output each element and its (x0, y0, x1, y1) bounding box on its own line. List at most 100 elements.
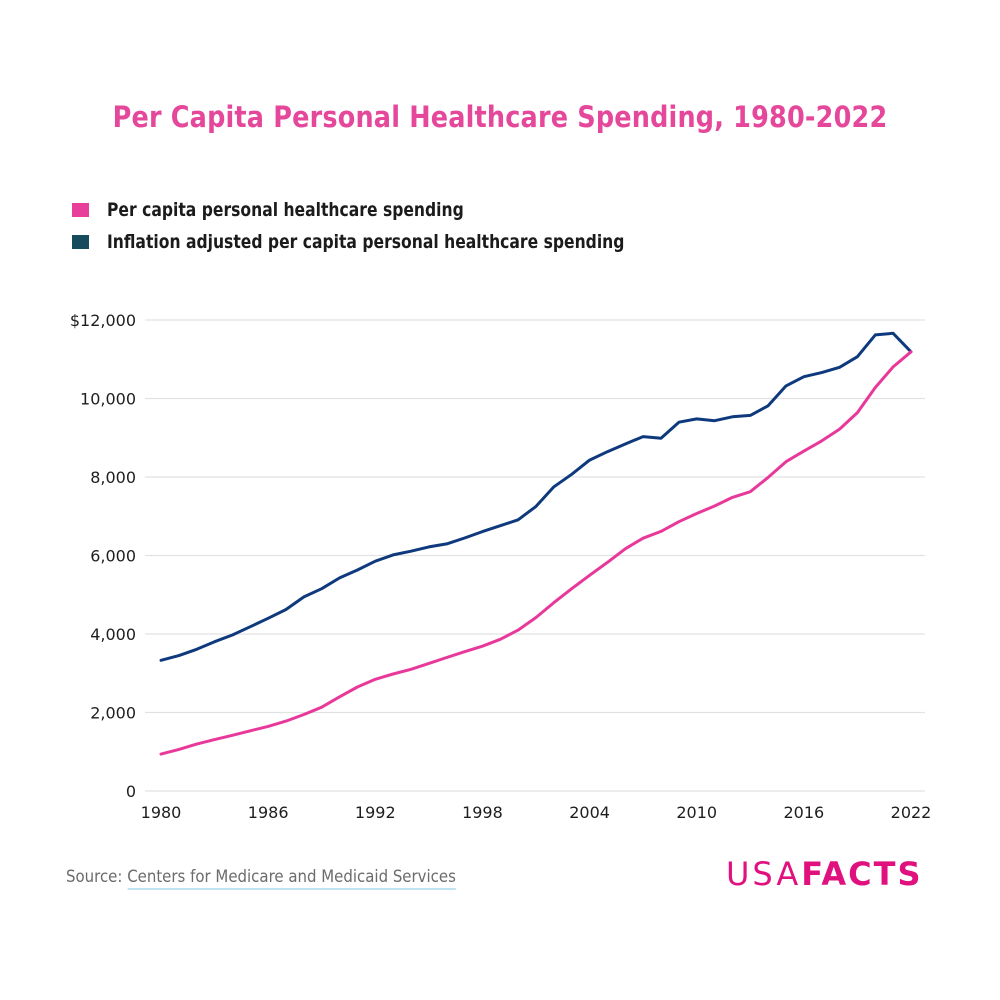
data-point-2009[interactable] (677, 421, 680, 424)
data-point-1988[interactable] (302, 713, 305, 716)
data-point-1986[interactable] (267, 725, 270, 728)
data-point-2004[interactable] (588, 459, 591, 462)
data-point-2004[interactable] (588, 574, 591, 577)
data-point-1994[interactable] (410, 550, 413, 553)
data-point-1989[interactable] (320, 587, 323, 590)
data-point-1994[interactable] (410, 668, 413, 671)
legend-item-nominal[interactable]: Per capita personal healthcare spending (72, 194, 738, 226)
data-point-2008[interactable] (660, 437, 663, 440)
data-point-1991[interactable] (356, 569, 359, 572)
legend-item-inflation-adjusted[interactable]: Inflation adjusted per capita personal h… (72, 226, 738, 258)
data-point-1985[interactable] (249, 729, 252, 732)
data-point-2018[interactable] (838, 428, 841, 431)
x-tick-label: 2004 (569, 803, 610, 822)
data-point-2015[interactable] (785, 384, 788, 387)
data-point-1982[interactable] (195, 743, 198, 746)
data-point-1996[interactable] (445, 656, 448, 659)
data-point-2010[interactable] (695, 512, 698, 515)
data-point-1998[interactable] (481, 645, 484, 648)
data-point-2018[interactable] (838, 366, 841, 369)
data-point-1995[interactable] (427, 545, 430, 548)
data-point-1999[interactable] (499, 638, 502, 641)
source-link[interactable]: Centers for Medicare and Medicaid Servic… (127, 867, 456, 890)
data-point-2003[interactable] (570, 587, 573, 590)
data-point-2000[interactable] (517, 518, 520, 521)
data-point-2011[interactable] (713, 419, 716, 422)
data-point-1991[interactable] (356, 685, 359, 688)
series-lines (159, 331, 913, 756)
data-point-2013[interactable] (749, 414, 752, 417)
data-point-1992[interactable] (374, 560, 377, 563)
data-point-1997[interactable] (463, 650, 466, 653)
data-point-2020[interactable] (874, 333, 877, 336)
data-point-1982[interactable] (195, 648, 198, 651)
data-point-2002[interactable] (552, 485, 555, 488)
data-point-2014[interactable] (767, 404, 770, 407)
data-point-2019[interactable] (856, 355, 859, 358)
data-point-1997[interactable] (463, 537, 466, 540)
data-point-1992[interactable] (374, 678, 377, 681)
data-point-1981[interactable] (177, 748, 180, 751)
data-point-2022[interactable] (910, 350, 913, 353)
legend-swatch-nominal (72, 203, 89, 217)
data-point-2021[interactable] (892, 365, 895, 368)
data-point-2005[interactable] (606, 561, 609, 564)
logo-facts: FACTS (801, 855, 923, 893)
data-point-1981[interactable] (177, 654, 180, 657)
data-point-1989[interactable] (320, 706, 323, 709)
data-point-2001[interactable] (535, 505, 538, 508)
data-point-2003[interactable] (570, 473, 573, 476)
data-point-2001[interactable] (535, 616, 538, 619)
data-point-2012[interactable] (731, 496, 734, 499)
data-point-1987[interactable] (285, 720, 288, 723)
data-point-1985[interactable] (249, 625, 252, 628)
data-point-1983[interactable] (213, 738, 216, 741)
data-point-2020[interactable] (874, 386, 877, 389)
data-point-1993[interactable] (392, 553, 395, 556)
data-point-1980[interactable] (160, 753, 163, 756)
data-point-2010[interactable] (695, 417, 698, 420)
data-point-1990[interactable] (338, 576, 341, 579)
data-point-2005[interactable] (606, 450, 609, 453)
data-point-1988[interactable] (302, 595, 305, 598)
data-point-2017[interactable] (820, 439, 823, 442)
data-point-2011[interactable] (713, 505, 716, 508)
data-point-2014[interactable] (767, 476, 770, 479)
data-point-1990[interactable] (338, 695, 341, 698)
data-point-2006[interactable] (624, 443, 627, 446)
data-point-2015[interactable] (785, 460, 788, 463)
series-line-inflation-adjusted[interactable] (159, 331, 913, 662)
data-point-2016[interactable] (802, 450, 805, 453)
data-point-1995[interactable] (427, 662, 430, 665)
data-point-2007[interactable] (642, 435, 645, 438)
data-point-2007[interactable] (642, 537, 645, 540)
data-point-2002[interactable] (552, 601, 555, 604)
data-point-1984[interactable] (231, 633, 234, 636)
data-point-2006[interactable] (624, 547, 627, 550)
data-point-2012[interactable] (731, 415, 734, 418)
data-point-1986[interactable] (267, 617, 270, 620)
data-point-1980[interactable] (160, 659, 163, 662)
data-point-1983[interactable] (213, 640, 216, 643)
data-point-1998[interactable] (481, 530, 484, 533)
y-tick-label: 8,000 (90, 468, 136, 487)
x-tick-label: 2016 (783, 803, 824, 822)
data-point-1987[interactable] (285, 608, 288, 611)
data-point-2013[interactable] (749, 490, 752, 493)
legend-label-inflation-adjusted: Inflation adjusted per capita personal h… (107, 231, 625, 253)
legend: Per capita personal healthcare spending … (72, 194, 738, 258)
data-point-1984[interactable] (231, 734, 234, 737)
data-point-1999[interactable] (499, 524, 502, 527)
data-point-2017[interactable] (820, 371, 823, 374)
data-point-2009[interactable] (677, 520, 680, 523)
source-note: Source: Centers for Medicare and Medicai… (66, 867, 456, 890)
data-point-1996[interactable] (445, 542, 448, 545)
usafacts-logo[interactable]: USAFACTS (726, 855, 923, 894)
data-point-2019[interactable] (856, 411, 859, 414)
data-point-2008[interactable] (660, 530, 663, 533)
data-point-1993[interactable] (392, 673, 395, 676)
data-point-2016[interactable] (802, 375, 805, 378)
series-line-nominal[interactable] (159, 350, 913, 756)
data-point-2000[interactable] (517, 629, 520, 632)
data-point-2021[interactable] (892, 332, 895, 335)
